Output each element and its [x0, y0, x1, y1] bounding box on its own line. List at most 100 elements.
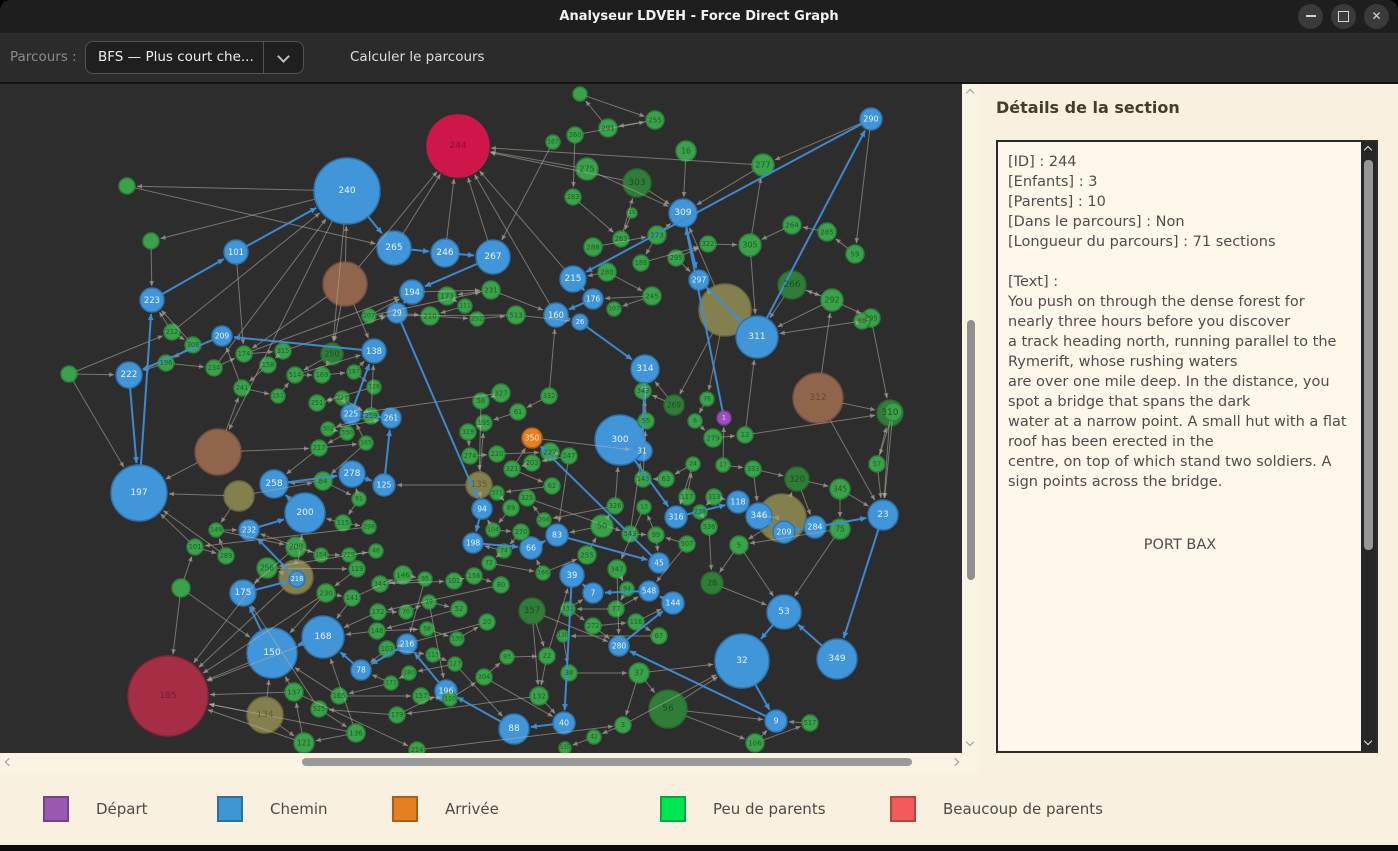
graph-node-99[interactable] — [647, 526, 665, 544]
graph-canvas[interactable]: 244 240 185 312 135 134 56 28 303 266 310 357 250 269… — [0, 84, 962, 759]
graph-node-171[interactable] — [383, 675, 399, 691]
graph-node-507[interactable] — [678, 535, 696, 553]
graph-node-74[interactable] — [496, 543, 512, 559]
graph-node-246[interactable] — [171, 578, 191, 598]
graph-node-245[interactable] — [60, 365, 78, 383]
graph-node-102[interactable] — [445, 572, 463, 590]
graph-node-128[interactable] — [366, 379, 382, 395]
graph-node-326[interactable] — [606, 497, 624, 515]
graph-node-322[interactable] — [699, 235, 717, 253]
graph-node-325[interactable] — [518, 489, 536, 507]
graph-node-242[interactable] — [572, 86, 588, 102]
graph-node-78[interactable] — [350, 659, 372, 681]
graph-node-278[interactable] — [338, 460, 366, 488]
graph-node-168[interactable] — [301, 615, 345, 659]
graph-node-107[interactable] — [606, 301, 622, 317]
graph-node-209[interactable] — [211, 325, 233, 347]
graph-node-218[interactable] — [288, 570, 306, 588]
graph-node-349[interactable] — [816, 638, 858, 680]
graph-node-260[interactable] — [566, 126, 584, 144]
graph-node-321[interactable] — [503, 460, 521, 478]
graph-node-186[interactable] — [632, 254, 650, 272]
calculate-path-button[interactable]: Calculer le parcours — [350, 33, 485, 82]
graph-node-3[interactable] — [322, 261, 368, 307]
graph-node-141[interactable] — [343, 589, 361, 607]
graph-node-272[interactable] — [584, 617, 602, 635]
graph-node-198[interactable] — [462, 532, 484, 554]
graph-node-4[interactable] — [698, 283, 752, 337]
graph-node-223[interactable] — [139, 287, 165, 313]
graph-node-16[interactable] — [675, 140, 697, 162]
details-textview[interactable]: [ID] : 244 [Enfants] : 3 [Parents] : 10 … — [996, 140, 1378, 753]
scroll-left-icon[interactable] — [4, 757, 14, 767]
graph-node-22[interactable] — [538, 647, 556, 665]
graph-node-3[interactable] — [614, 716, 632, 734]
graph-node-304[interactable] — [475, 668, 493, 686]
graph-node-525[interactable] — [310, 700, 328, 718]
graph-node-303[interactable] — [622, 168, 652, 198]
graph-node-101[interactable] — [223, 239, 249, 265]
graph-node-312[interactable] — [792, 372, 844, 424]
graph-node-136[interactable] — [346, 723, 366, 743]
graph-node-83[interactable] — [545, 523, 569, 547]
graph-node-248[interactable] — [883, 402, 903, 422]
graph-node-88[interactable] — [498, 713, 530, 745]
graph-node-115[interactable] — [334, 514, 352, 532]
graph-node-40[interactable] — [552, 711, 576, 735]
graph-node-267[interactable] — [475, 239, 511, 275]
graph-node-165[interactable] — [358, 435, 374, 451]
graph-node-333[interactable] — [744, 460, 762, 478]
graph-node-316[interactable] — [664, 505, 688, 529]
graph-node-9[interactable] — [223, 480, 255, 512]
graph-vertical-scrollbar[interactable] — [962, 84, 980, 753]
graph-node-139[interactable] — [449, 631, 465, 647]
graph-node-244[interactable] — [426, 114, 490, 178]
graph-node-17[interactable] — [715, 457, 731, 473]
graph-node-350[interactable] — [521, 427, 543, 449]
graph-node-231[interactable] — [481, 280, 501, 300]
graph-node-5[interactable] — [729, 535, 749, 555]
graph-node-256[interactable] — [256, 557, 278, 579]
graph-node-243[interactable] — [118, 177, 136, 195]
scroll-right-icon[interactable] — [950, 757, 960, 767]
graph-node-29[interactable] — [386, 302, 408, 324]
graph-node-56[interactable] — [472, 392, 490, 410]
graph-node-290[interactable] — [859, 107, 883, 131]
graph-node-285[interactable] — [817, 222, 837, 242]
graph-node-217[interactable] — [310, 439, 328, 457]
graph-node-13[interactable] — [736, 426, 754, 444]
graph-node-13[interactable] — [636, 499, 652, 515]
graph-node-1[interactable] — [716, 410, 732, 426]
minimize-button[interactable] — [1298, 4, 1323, 29]
graph-node-265[interactable] — [376, 230, 412, 266]
graph-node-283[interactable] — [564, 188, 582, 206]
graph-node-279[interactable] — [703, 428, 723, 448]
graph-node-53[interactable] — [766, 594, 802, 630]
graph-node-206[interactable] — [536, 512, 552, 528]
graph-node-46[interactable] — [368, 543, 384, 559]
graph-node-280[interactable] — [597, 262, 617, 282]
graph-node-240[interactable] — [313, 157, 381, 225]
close-button[interactable]: ✕ — [1364, 4, 1389, 29]
details-scrollbar[interactable] — [1361, 142, 1376, 751]
graph-node-157[interactable] — [412, 687, 430, 705]
graph-node-6[interactable] — [687, 413, 703, 429]
graph-node-255[interactable] — [645, 110, 665, 130]
graph-node-274[interactable] — [461, 447, 479, 465]
graph-node-212[interactable] — [163, 323, 181, 341]
graph-node-20[interactable] — [478, 613, 496, 631]
graph-node-50[interactable] — [590, 514, 614, 538]
graph-node-160[interactable] — [543, 302, 569, 328]
graph-node-101[interactable] — [186, 538, 204, 556]
graph-node-80[interactable] — [492, 576, 510, 594]
graph-node-175[interactable] — [229, 579, 257, 607]
graph-node-320[interactable] — [784, 466, 810, 492]
graph-node-255[interactable] — [577, 545, 597, 565]
graph-node-32[interactable] — [714, 633, 770, 689]
graph-node-111[interactable] — [457, 298, 473, 314]
graph-node-230[interactable] — [316, 583, 336, 603]
graph-node-291[interactable] — [598, 118, 618, 138]
algorithm-combobox[interactable]: BFS — Plus court che... — [85, 41, 304, 74]
graph-node-251[interactable] — [308, 394, 326, 412]
graph-node-332[interactable] — [540, 387, 558, 405]
